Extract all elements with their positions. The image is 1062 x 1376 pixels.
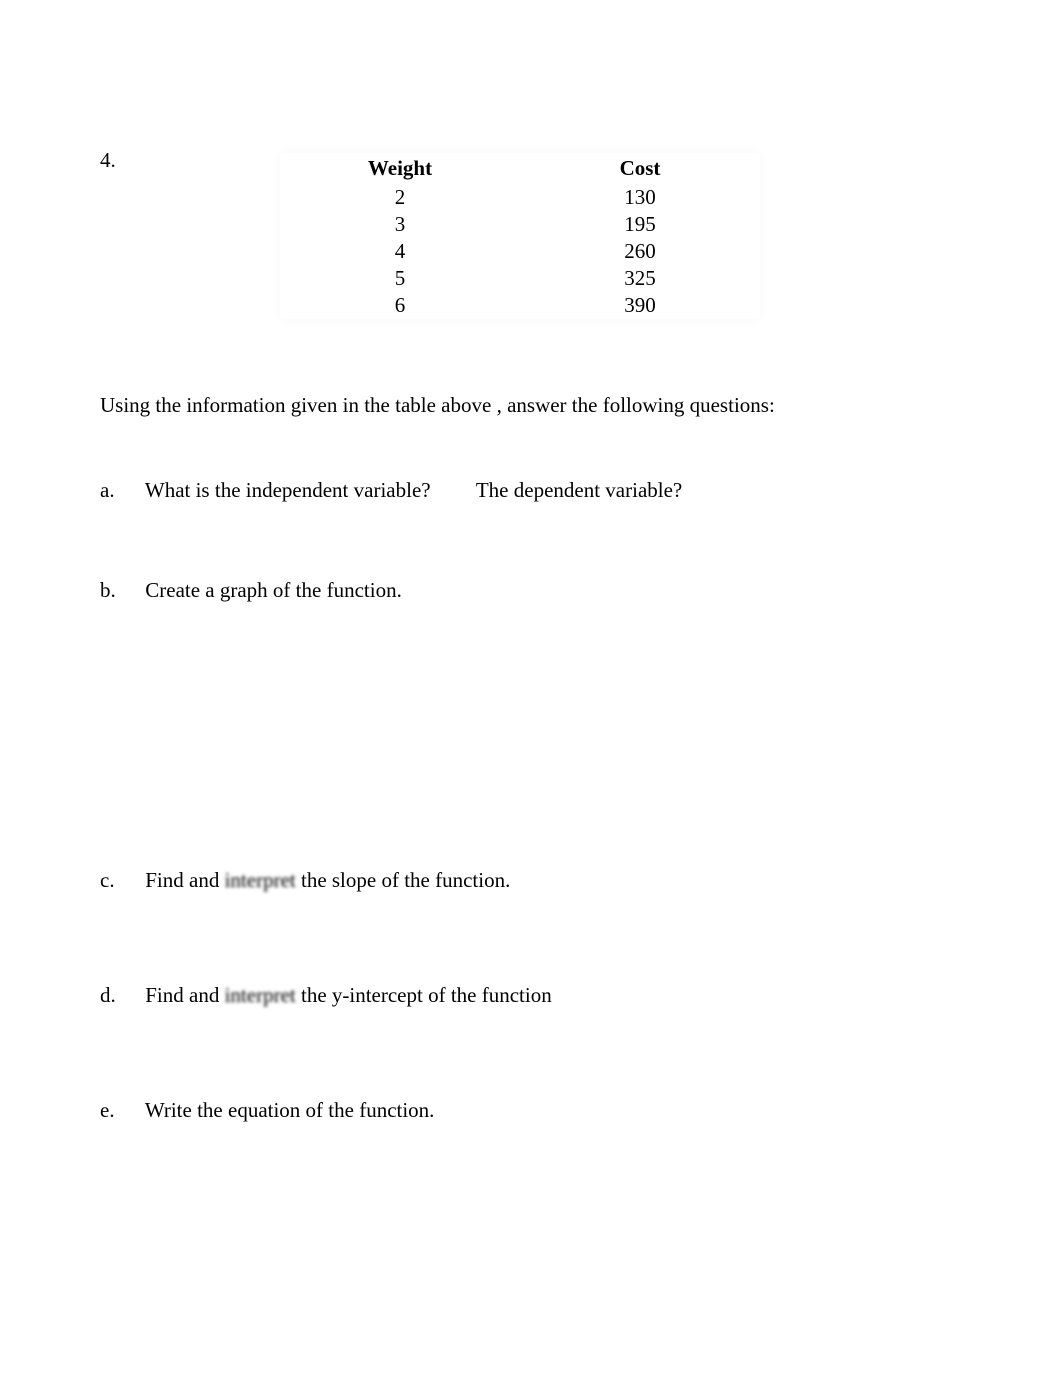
question-a-text2: The dependent variable? [476,478,682,502]
question-b-text: Create a graph of the function. [145,578,402,602]
question-d-letter: d. [100,983,140,1008]
table-cell-cost: 130 [520,184,760,211]
question-number: 4. [100,148,116,173]
question-d-after: the y-intercept of the function [296,983,552,1007]
question-c-after: the slope of the function. [296,868,511,892]
question-a-text1: What is the independent variable? [145,478,431,502]
intro-text: Using the information given in the table… [100,393,775,418]
table-header-weight: Weight [280,153,520,184]
table-row: 3 195 [280,211,760,238]
table-row: 4 260 [280,238,760,265]
question-d-before: Find and [145,983,224,1007]
question-e-text: Write the equation of the function. [145,1098,435,1122]
table-cell-cost: 195 [520,211,760,238]
question-c: c. Find and interpret the slope of the f… [100,868,510,893]
table-cell-weight: 6 [280,292,520,319]
question-a: a. What is the independent variable? The… [100,478,682,503]
question-c-before: Find and [145,868,224,892]
table-cell-cost: 390 [520,292,760,319]
table-cell-cost: 260 [520,238,760,265]
table-row: 6 390 [280,292,760,319]
table-cell-weight: 3 [280,211,520,238]
table-cell-weight: 5 [280,265,520,292]
table-header-cost: Cost [520,153,760,184]
table-cell-cost: 325 [520,265,760,292]
question-e-letter: e. [100,1098,140,1123]
table-row: 5 325 [280,265,760,292]
question-d-blurred: interpret [225,983,296,1008]
data-table: Weight Cost 2 130 3 195 4 260 5 325 6 [280,153,760,319]
question-e: e. Write the equation of the function. [100,1098,434,1123]
table-header-row: Weight Cost [280,153,760,184]
question-b: b. Create a graph of the function. [100,578,402,603]
table-row: 2 130 [280,184,760,211]
table-cell-weight: 2 [280,184,520,211]
table-cell-weight: 4 [280,238,520,265]
question-a-letter: a. [100,478,140,503]
question-c-blurred: interpret [225,868,296,893]
question-c-letter: c. [100,868,140,893]
question-b-letter: b. [100,578,140,603]
question-d: d. Find and interpret the y-intercept of… [100,983,552,1008]
